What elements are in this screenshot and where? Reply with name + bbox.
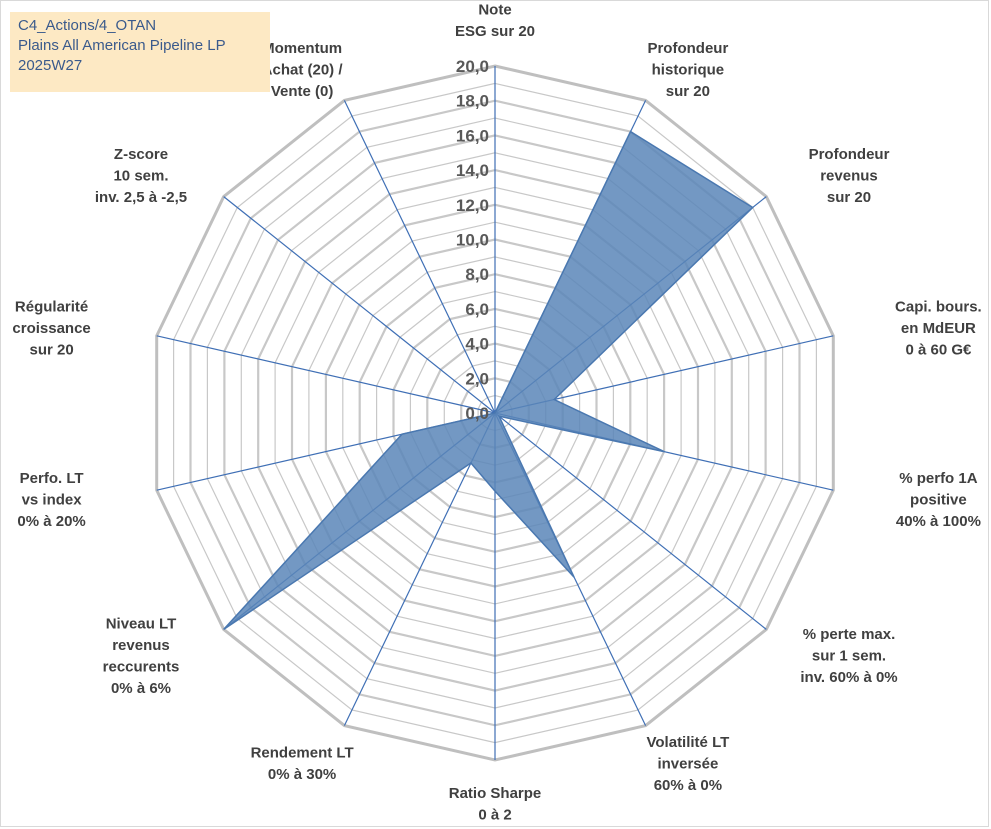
axis-label-line: Volatilité LT [647,734,730,751]
axis-label-line: 0 à 60 G€ [905,342,972,359]
axis-label-line: Z-score [114,146,168,163]
axis-label-line: 0 à 2 [478,807,511,824]
axis-label: Niveau LT revenus reccurents 0% à 6% [103,615,180,697]
radial-tick-label: 2,0 [465,369,489,388]
title-line-2: Plains All American Pipeline LP [18,37,226,54]
axis-label-line: sur 20 [29,342,73,359]
axis-label-line: Régularité [15,299,88,316]
axis-label: Z-score 10 sem. inv. 2,5 à -2,5 [95,146,187,206]
axis-label: Ratio Sharpe 0 à 2 [449,785,542,824]
axis-label-line: vs index [22,492,83,509]
axis-label-line: historique [652,62,725,79]
axis-label-line: 0% à 6% [111,680,171,697]
radial-tick-label: 18,0 [456,92,489,111]
axis-label-line: en MdEUR [901,320,976,337]
axis-label: Perfo. LT vs index 0% à 20% [17,470,85,530]
axis-label-line: sur 20 [666,83,710,100]
axis-label-line: 0% à 20% [17,513,85,530]
axis-label: % perfo 1A positive 40% à 100% [896,470,981,530]
axis-label: Momentum Achat (20) / Vente (0) [262,40,344,100]
radar-spoke [343,412,496,726]
axis-label-line: 0% à 30% [268,766,336,783]
radar-spoke [494,412,767,630]
axis-label: % perte max. sur 1 sem. inv. 60% à 0% [800,626,897,686]
axis-label-line: Vente (0) [271,83,334,100]
title-line-3: 2025W27 [18,57,83,74]
title-line-1: C4_Actions/4_OTAN [18,17,157,34]
axis-label-line: Rendement LT [251,745,354,762]
radial-tick-label: 12,0 [456,196,489,215]
axis-label-line: ESG sur 20 [455,23,535,40]
radial-tick-label: 0,0 [465,404,489,423]
radar-spoke [223,196,496,414]
radar-series-area [223,130,754,631]
axis-label-line: Profondeur [809,146,890,163]
radial-tick-label: 10,0 [456,231,489,250]
axis-label-line: reccurents [103,658,180,675]
axis-label-line: 40% à 100% [896,513,981,530]
radar-spoke [156,335,496,414]
axis-label-line: Note [478,2,511,19]
radial-tick-label: 16,0 [456,126,489,145]
axis-label: Capi. bours. en MdEUR 0 à 60 G€ [895,299,982,359]
chart-title-box: C4_Actions/4_OTAN Plains All American Pi… [10,12,270,92]
axis-label-line: % perte max. [803,626,896,643]
axis-label-line: sur 1 sem. [812,648,886,665]
radial-tick-label: 4,0 [465,335,489,354]
axis-label-line: inversée [657,756,718,773]
axis-label-line: Profondeur [647,40,728,57]
axis-label-line: croissance [12,320,90,337]
axis-label: Profondeur revenus sur 20 [809,146,890,206]
axis-label-line: Niveau LT [106,615,177,632]
axis-label-line: Achat (20) / [262,62,344,79]
axis-label-line: positive [910,492,967,509]
axis-label-line: revenus [820,168,878,185]
radial-tick-label: 6,0 [465,300,489,319]
axis-label-line: sur 20 [827,189,871,206]
radial-tick-label: 20,0 [456,57,489,76]
axis-label-line: % perfo 1A [899,470,978,487]
radial-tick-label: 8,0 [465,265,489,284]
axis-label-line: 10 sem. [113,168,168,185]
axis-label-line: inv. 2,5 à -2,5 [95,189,187,206]
axis-label-line: Momentum [262,40,342,57]
radar-spoke [343,100,496,414]
radial-tick-label: 14,0 [456,161,489,180]
axis-label-line: Ratio Sharpe [449,785,542,802]
axis-label: Volatilité LT inversée 60% à 0% [647,734,730,794]
axis-label: Régularité croissance sur 20 [12,299,90,359]
axis-label-line: Perfo. LT [20,470,84,487]
axis-label: Note ESG sur 20 [455,2,535,41]
axis-label-line: revenus [112,637,170,654]
axis-label-line: inv. 60% à 0% [800,669,897,686]
axis-label: Rendement LT 0% à 30% [251,745,354,784]
axis-label: Profondeur historique sur 20 [647,40,728,100]
axis-label-line: Capi. bours. [895,299,982,316]
axis-label-line: 60% à 0% [654,777,722,794]
